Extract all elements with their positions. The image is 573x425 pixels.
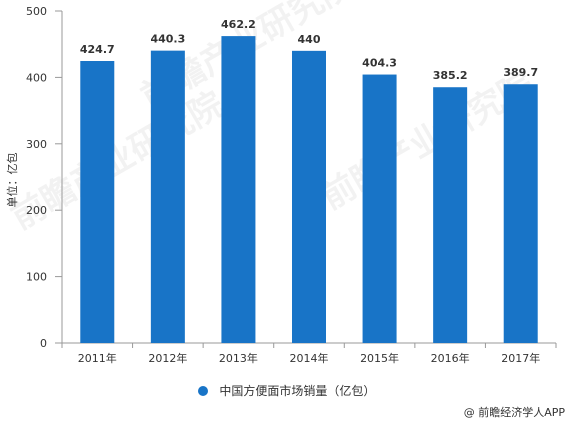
x-tick-label: 2016年: [431, 351, 470, 365]
y-tick-label: 0: [40, 337, 47, 350]
x-tick-label: 2012年: [148, 351, 187, 365]
legend: 中国方便面市场销量（亿包）: [0, 382, 573, 399]
legend-label: 中国方便面市场销量（亿包）: [219, 384, 376, 398]
bar: [292, 50, 326, 344]
bar: [433, 87, 468, 343]
bar: [503, 84, 538, 343]
y-tick-label: 400: [26, 71, 47, 84]
y-tick-label: 500: [26, 5, 47, 18]
legend-marker: [197, 385, 208, 396]
bar: [80, 60, 115, 343]
x-tick-label: 2013年: [219, 351, 258, 365]
y-tick-label: 100: [26, 271, 47, 284]
source-credit: @ 前瞻经济学人APP: [463, 406, 565, 419]
data-label: 440.3: [150, 33, 185, 46]
data-label: 404.3: [362, 57, 397, 70]
data-labels: 424.7 440.3 462.2 440 404.3 385.2 389.7: [80, 18, 538, 82]
data-label: 462.2: [221, 18, 256, 31]
x-tick-label: 2014年: [290, 351, 329, 365]
data-label: 440: [298, 33, 321, 46]
data-label: 385.2: [433, 69, 468, 82]
x-tick-label: 2011年: [78, 351, 117, 365]
y-axis-label: 单位：亿包: [5, 153, 19, 208]
bars: [80, 36, 538, 344]
data-label: 389.7: [503, 66, 538, 79]
data-label: 424.7: [80, 43, 115, 56]
x-tick-label: 2017年: [501, 351, 540, 365]
bar: [150, 50, 185, 343]
bar: [221, 36, 256, 343]
y-axis: 0 100 200 300 400 500: [26, 5, 63, 350]
bar: [362, 74, 397, 343]
y-tick-label: 300: [26, 138, 47, 151]
x-tick-label: 2015年: [360, 351, 399, 365]
x-axis: 2011年 2012年 2013年 2014年 2015年 2016年 2017年: [61, 342, 557, 365]
y-tick-label: 200: [26, 204, 47, 217]
